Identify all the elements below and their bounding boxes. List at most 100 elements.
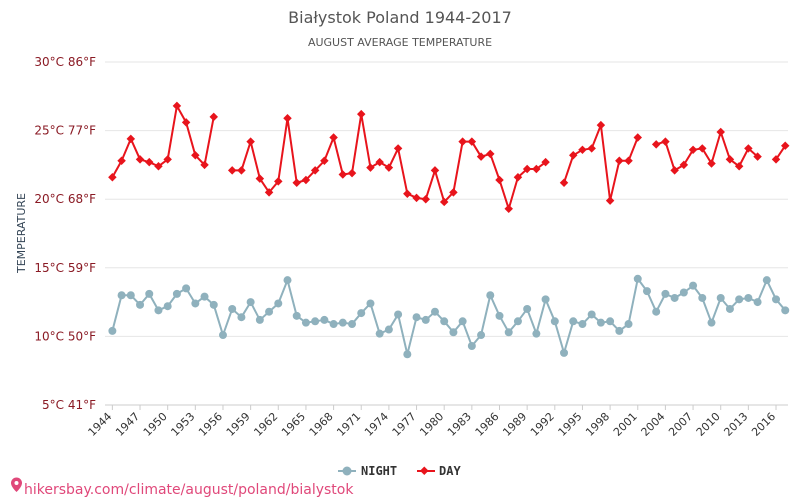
data-point-day[interactable] — [255, 174, 265, 183]
data-point-day[interactable] — [356, 109, 366, 119]
data-point-day[interactable] — [486, 149, 495, 159]
data-point-day[interactable] — [329, 133, 338, 142]
data-point-day[interactable] — [633, 133, 643, 142]
data-point-day[interactable] — [467, 137, 477, 146]
data-point-day[interactable] — [439, 197, 449, 207]
data-point-day[interactable] — [117, 156, 126, 166]
data-point-night[interactable] — [477, 331, 486, 340]
data-point-night[interactable] — [495, 311, 504, 320]
data-point-night[interactable] — [172, 289, 181, 298]
data-point-night[interactable] — [209, 300, 218, 309]
data-point-night[interactable] — [449, 328, 458, 337]
data-point-night[interactable] — [550, 317, 559, 326]
data-point-night[interactable] — [163, 302, 172, 311]
data-point-night[interactable] — [725, 304, 734, 313]
data-point-night[interactable] — [338, 318, 347, 327]
data-point-night[interactable] — [237, 313, 246, 322]
data-point-day[interactable] — [145, 157, 154, 167]
data-point-day[interactable] — [596, 120, 606, 130]
data-point-day[interactable] — [412, 193, 421, 203]
data-point-night[interactable] — [375, 329, 384, 338]
data-point-day[interactable] — [504, 204, 513, 214]
data-point-night[interactable] — [145, 289, 154, 298]
data-point-night[interactable] — [136, 300, 145, 309]
data-point-day[interactable] — [181, 118, 191, 127]
data-point-night[interactable] — [753, 298, 762, 307]
data-point-day[interactable] — [393, 144, 403, 153]
data-point-night[interactable] — [108, 326, 117, 335]
data-point-night[interactable] — [228, 304, 237, 313]
data-point-day[interactable] — [366, 163, 375, 172]
data-point-day[interactable] — [651, 140, 661, 149]
data-point-day[interactable] — [283, 114, 292, 123]
data-point-night[interactable] — [615, 326, 624, 335]
data-point-night[interactable] — [246, 298, 255, 307]
data-point-night[interactable] — [117, 291, 126, 300]
data-point-night[interactable] — [716, 293, 725, 302]
data-point-day[interactable] — [320, 156, 329, 166]
data-point-night[interactable] — [772, 295, 781, 304]
data-point-night[interactable] — [624, 320, 633, 329]
data-point-night[interactable] — [301, 318, 310, 327]
data-point-day[interactable] — [661, 137, 670, 146]
data-point-night[interactable] — [430, 307, 439, 316]
data-point-day[interactable] — [172, 101, 182, 111]
data-point-night[interactable] — [698, 293, 707, 302]
data-point-day[interactable] — [421, 194, 431, 204]
data-point-night[interactable] — [578, 320, 587, 329]
data-point-night[interactable] — [670, 293, 679, 302]
legend-item-night[interactable]: NIGHT — [338, 464, 397, 478]
data-point-night[interactable] — [504, 328, 513, 337]
data-point-day[interactable] — [347, 168, 357, 178]
data-point-night[interactable] — [513, 317, 522, 326]
data-point-night[interactable] — [440, 317, 449, 326]
data-point-night[interactable] — [569, 317, 578, 326]
legend-item-day[interactable]: DAY — [417, 464, 461, 478]
data-point-day[interactable] — [191, 151, 200, 160]
data-point-night[interactable] — [467, 342, 476, 351]
data-point-night[interactable] — [596, 318, 605, 327]
data-point-night[interactable] — [283, 276, 292, 285]
data-point-day[interactable] — [126, 134, 136, 144]
data-point-night[interactable] — [661, 289, 670, 298]
data-point-day[interactable] — [375, 157, 384, 167]
data-point-day[interactable] — [430, 166, 440, 175]
data-point-night[interactable] — [357, 309, 366, 318]
data-point-night[interactable] — [458, 317, 467, 326]
data-point-night[interactable] — [652, 307, 661, 316]
data-point-day[interactable] — [209, 112, 219, 122]
data-point-night[interactable] — [191, 299, 200, 308]
data-point-night[interactable] — [587, 310, 596, 319]
data-point-day[interactable] — [154, 162, 163, 171]
data-point-night[interactable] — [154, 306, 163, 315]
data-point-night[interactable] — [560, 348, 569, 357]
data-point-day[interactable] — [559, 178, 569, 187]
data-point-night[interactable] — [421, 315, 430, 324]
data-point-day[interactable] — [310, 166, 320, 175]
data-point-night[interactable] — [762, 276, 771, 285]
data-point-day[interactable] — [135, 155, 145, 164]
data-point-day[interactable] — [670, 166, 679, 175]
data-point-night[interactable] — [366, 299, 375, 308]
data-point-night[interactable] — [265, 307, 274, 316]
data-point-day[interactable] — [264, 188, 274, 197]
source-link[interactable]: hikersbay.com/climate/august/poland/bial… — [11, 477, 354, 499]
data-point-night[interactable] — [633, 274, 642, 283]
data-point-day[interactable] — [403, 189, 412, 198]
data-point-day[interactable] — [568, 151, 578, 160]
data-point-night[interactable] — [679, 288, 688, 297]
data-point-night[interactable] — [781, 306, 790, 315]
data-point-night[interactable] — [320, 315, 329, 324]
data-point-night[interactable] — [255, 315, 264, 324]
data-point-night[interactable] — [744, 293, 753, 302]
data-point-day[interactable] — [476, 152, 486, 161]
data-point-day[interactable] — [227, 166, 237, 175]
data-point-day[interactable] — [163, 155, 172, 164]
data-point-night[interactable] — [541, 295, 550, 304]
data-point-night[interactable] — [292, 311, 301, 320]
data-point-night[interactable] — [348, 320, 357, 329]
data-point-day[interactable] — [716, 127, 725, 137]
data-point-night[interactable] — [412, 313, 421, 322]
data-point-night[interactable] — [735, 295, 744, 304]
data-point-night[interactable] — [606, 317, 615, 326]
